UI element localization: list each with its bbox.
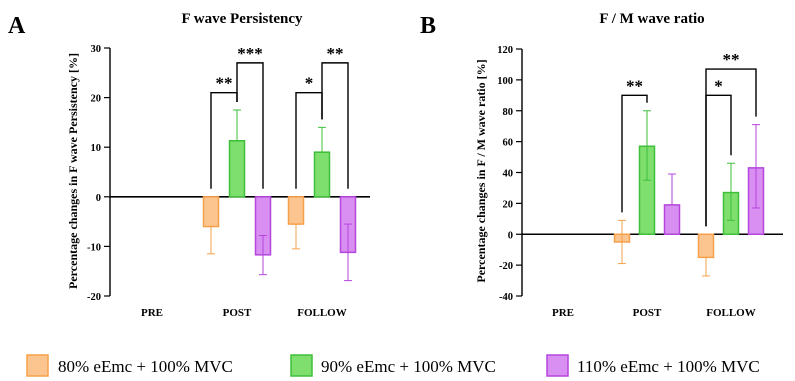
significance-label: ** (327, 44, 344, 63)
bar (663, 204, 681, 235)
legend-label-80: 80% eEmc + 100% MVC (58, 357, 233, 376)
significance-bracket (705, 68, 757, 227)
x-category-label: PRE (141, 307, 163, 319)
legend-swatch-90 (290, 354, 313, 377)
significance-label: ** (626, 76, 643, 95)
bar (313, 151, 331, 198)
y-tick-label: 10 (91, 143, 102, 154)
x-category-label: FOLLOW (706, 307, 756, 319)
y-tick-label: 0 (508, 230, 513, 241)
significance-label: ** (216, 74, 233, 93)
panel-b-title: F / M wave ratio (599, 11, 704, 27)
legend: 80% eEmc + 100% MVC 90% eEmc + 100% MVC … (26, 354, 760, 377)
panel-a-letter: A (8, 13, 26, 39)
y-tick-label: -40 (499, 292, 513, 303)
bar (697, 233, 715, 259)
y-tick-label: 20 (503, 199, 514, 210)
panel-b-letter: B (420, 13, 436, 39)
significance-label: *** (237, 44, 263, 63)
legend-swatch-110 (546, 354, 569, 377)
bar (228, 140, 246, 198)
significance-bracket (621, 94, 648, 213)
bar (287, 196, 305, 225)
y-tick-label: 100 (497, 76, 513, 87)
significance-bracket (236, 62, 264, 189)
panel-b: B F / M wave ratio Percentage changes in… (420, 11, 783, 319)
legend-swatch-80 (26, 354, 49, 377)
y-tick-label: 80 (503, 107, 514, 118)
y-tick-label: -10 (87, 242, 101, 253)
panel-a-title: F wave Persistency (181, 11, 303, 27)
significance-bracket (321, 62, 349, 189)
y-tick-label: 20 (91, 94, 102, 105)
panel-b-y-axis-label: Percentage changes in F / M wave ratio [… (474, 59, 488, 282)
x-category-label: POST (633, 307, 662, 319)
y-tick-label: 60 (503, 138, 514, 149)
legend-label-110: 110% eEmc + 100% MVC (577, 357, 760, 376)
legend-label-90: 90% eEmc + 100% MVC (321, 357, 496, 376)
y-tick-label: 40 (503, 169, 514, 180)
y-tick-label: 0 (96, 193, 101, 204)
y-tick-label: -20 (499, 261, 513, 272)
significance-label: * (714, 76, 723, 95)
y-tick-label: 120 (497, 45, 513, 56)
x-category-label: PRE (552, 307, 574, 319)
bar (202, 196, 220, 228)
significance-label: * (305, 74, 314, 93)
significance-label: ** (723, 50, 740, 69)
x-category-label: FOLLOW (297, 307, 347, 319)
panel-a: A F wave Persistency Percentage changes … (8, 11, 370, 319)
panel-a-y-axis-label: Percentage changes in F wave Persistency… (66, 53, 80, 289)
y-tick-label: 30 (91, 44, 102, 55)
x-category-label: POST (223, 307, 252, 319)
y-tick-label: -20 (87, 292, 101, 303)
